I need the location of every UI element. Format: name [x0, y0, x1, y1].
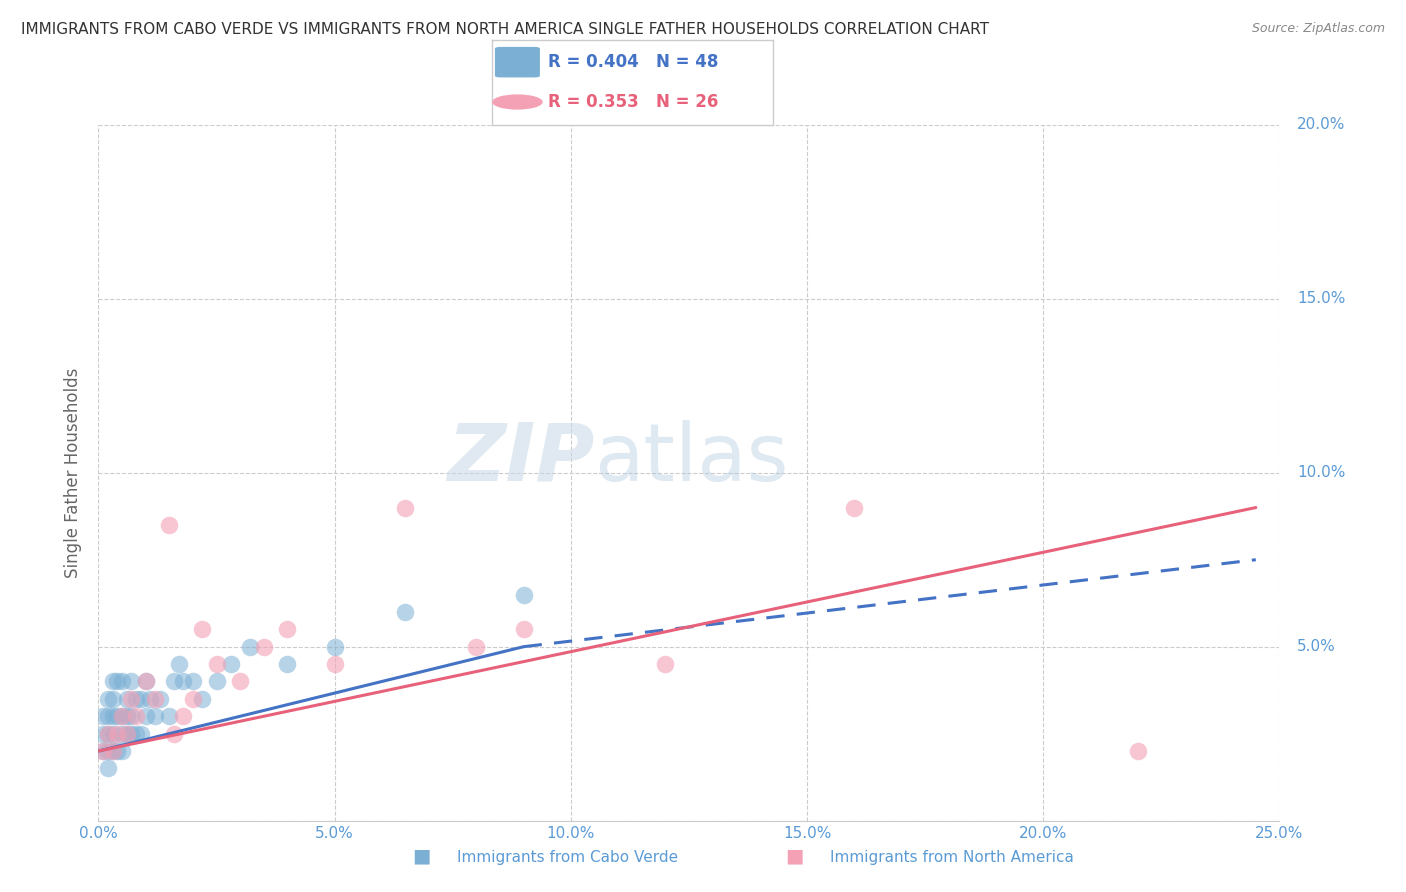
Point — [129, 726, 152, 740]
Point — [512, 623, 534, 637]
Circle shape — [492, 95, 543, 110]
Point — [97, 692, 120, 706]
Point — [394, 500, 416, 515]
Point — [253, 640, 276, 654]
Point — [191, 692, 214, 706]
Point — [97, 744, 120, 758]
Text: 15.0%: 15.0% — [1298, 292, 1346, 306]
Text: ZIP: ZIP — [447, 420, 595, 498]
Point — [105, 709, 128, 723]
Point — [97, 709, 120, 723]
Text: 5.0%: 5.0% — [1298, 640, 1336, 654]
Point — [163, 726, 186, 740]
Point — [121, 692, 143, 706]
Point — [394, 605, 416, 619]
Point — [101, 744, 124, 758]
Point — [143, 709, 166, 723]
Point — [167, 657, 190, 671]
Point — [105, 726, 128, 740]
Point — [97, 726, 120, 740]
Point — [125, 709, 148, 723]
Point — [101, 744, 124, 758]
Point — [111, 744, 134, 758]
Point — [181, 674, 204, 689]
Point — [181, 692, 204, 706]
Point — [135, 674, 157, 689]
Text: atlas: atlas — [595, 420, 789, 498]
Text: 10.0%: 10.0% — [1298, 466, 1346, 480]
Point — [149, 692, 172, 706]
Point — [172, 709, 194, 723]
Point — [1126, 744, 1149, 758]
Point — [129, 692, 152, 706]
Point — [172, 674, 194, 689]
Point — [91, 726, 114, 740]
Text: ■: ■ — [412, 847, 432, 865]
Point — [111, 709, 134, 723]
Point — [229, 674, 252, 689]
Point — [97, 761, 120, 775]
Point — [121, 674, 143, 689]
Text: Source: ZipAtlas.com: Source: ZipAtlas.com — [1251, 22, 1385, 36]
Point — [465, 640, 488, 654]
Point — [276, 657, 298, 671]
Text: IMMIGRANTS FROM CABO VERDE VS IMMIGRANTS FROM NORTH AMERICA SINGLE FATHER HOUSEH: IMMIGRANTS FROM CABO VERDE VS IMMIGRANTS… — [21, 22, 988, 37]
Point — [844, 500, 866, 515]
Point — [111, 709, 134, 723]
Point — [139, 692, 162, 706]
Point — [163, 674, 186, 689]
Point — [276, 623, 298, 637]
Point — [125, 726, 148, 740]
Point — [121, 726, 143, 740]
Point — [121, 709, 143, 723]
Point — [115, 726, 138, 740]
Point — [105, 674, 128, 689]
Point — [91, 744, 114, 758]
Point — [143, 692, 166, 706]
Point — [91, 709, 114, 723]
Point — [323, 657, 346, 671]
Point — [239, 640, 262, 654]
Point — [323, 640, 346, 654]
Point — [191, 623, 214, 637]
Point — [205, 674, 228, 689]
Text: R = 0.404   N = 48: R = 0.404 N = 48 — [548, 54, 718, 71]
Point — [135, 674, 157, 689]
Point — [105, 744, 128, 758]
Text: R = 0.353   N = 26: R = 0.353 N = 26 — [548, 93, 718, 111]
Point — [111, 674, 134, 689]
Point — [101, 692, 124, 706]
Point — [97, 726, 120, 740]
Point — [219, 657, 242, 671]
Point — [101, 726, 124, 740]
Point — [101, 709, 124, 723]
Point — [91, 744, 114, 758]
Point — [157, 709, 180, 723]
Point — [654, 657, 676, 671]
Text: Immigrants from Cabo Verde: Immigrants from Cabo Verde — [457, 850, 678, 865]
Text: ■: ■ — [785, 847, 804, 865]
Point — [135, 709, 157, 723]
Point — [205, 657, 228, 671]
Text: 20.0%: 20.0% — [1298, 118, 1346, 132]
FancyBboxPatch shape — [495, 47, 540, 78]
Point — [115, 709, 138, 723]
Point — [115, 692, 138, 706]
Point — [111, 726, 134, 740]
Point — [512, 587, 534, 601]
Point — [125, 692, 148, 706]
Text: Immigrants from North America: Immigrants from North America — [830, 850, 1073, 865]
Point — [101, 674, 124, 689]
Y-axis label: Single Father Households: Single Father Households — [65, 368, 83, 578]
Point — [157, 517, 180, 532]
Point — [115, 726, 138, 740]
